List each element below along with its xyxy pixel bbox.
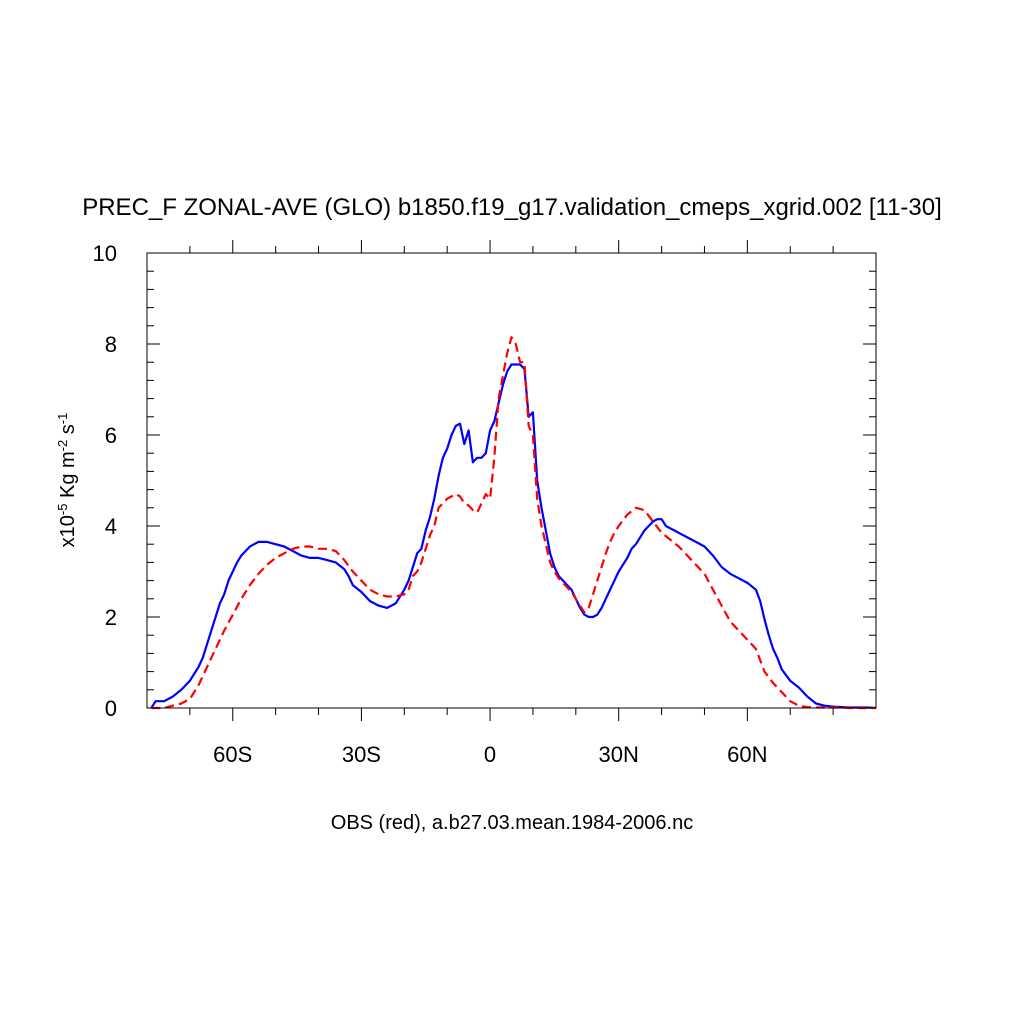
x-tick-label: 30N xyxy=(599,742,639,767)
x-tick-label: 60N xyxy=(727,742,767,767)
series-layer xyxy=(150,336,877,710)
y-tick-label: 10 xyxy=(93,241,117,266)
y-tick-label: 6 xyxy=(105,423,117,448)
ticks-layer: 0 2 4 6 8 10 60S 30S 0 30N 60N xyxy=(93,240,876,767)
chart-title: PREC_F ZONAL-AVE (GLO) b1850.f19_g17.val… xyxy=(82,194,942,221)
obs-series-line xyxy=(151,336,876,710)
y-tick-label: 8 xyxy=(105,332,117,357)
model-series-line xyxy=(150,363,877,710)
y-tick-label: 4 xyxy=(105,514,117,539)
x-tick-label: 30S xyxy=(342,742,381,767)
y-axis-label: x10-5 Kg m-2 s-1 xyxy=(55,413,80,548)
y-tick-label: 2 xyxy=(105,605,117,630)
plot-frame xyxy=(146,252,877,709)
x-axis-caption: OBS (red), a.b27.03.mean.1984-2006.nc xyxy=(331,812,693,834)
x-tick-label: 0 xyxy=(484,742,496,767)
x-tick-label: 60S xyxy=(213,742,252,767)
y-tick-label: 0 xyxy=(105,696,117,721)
